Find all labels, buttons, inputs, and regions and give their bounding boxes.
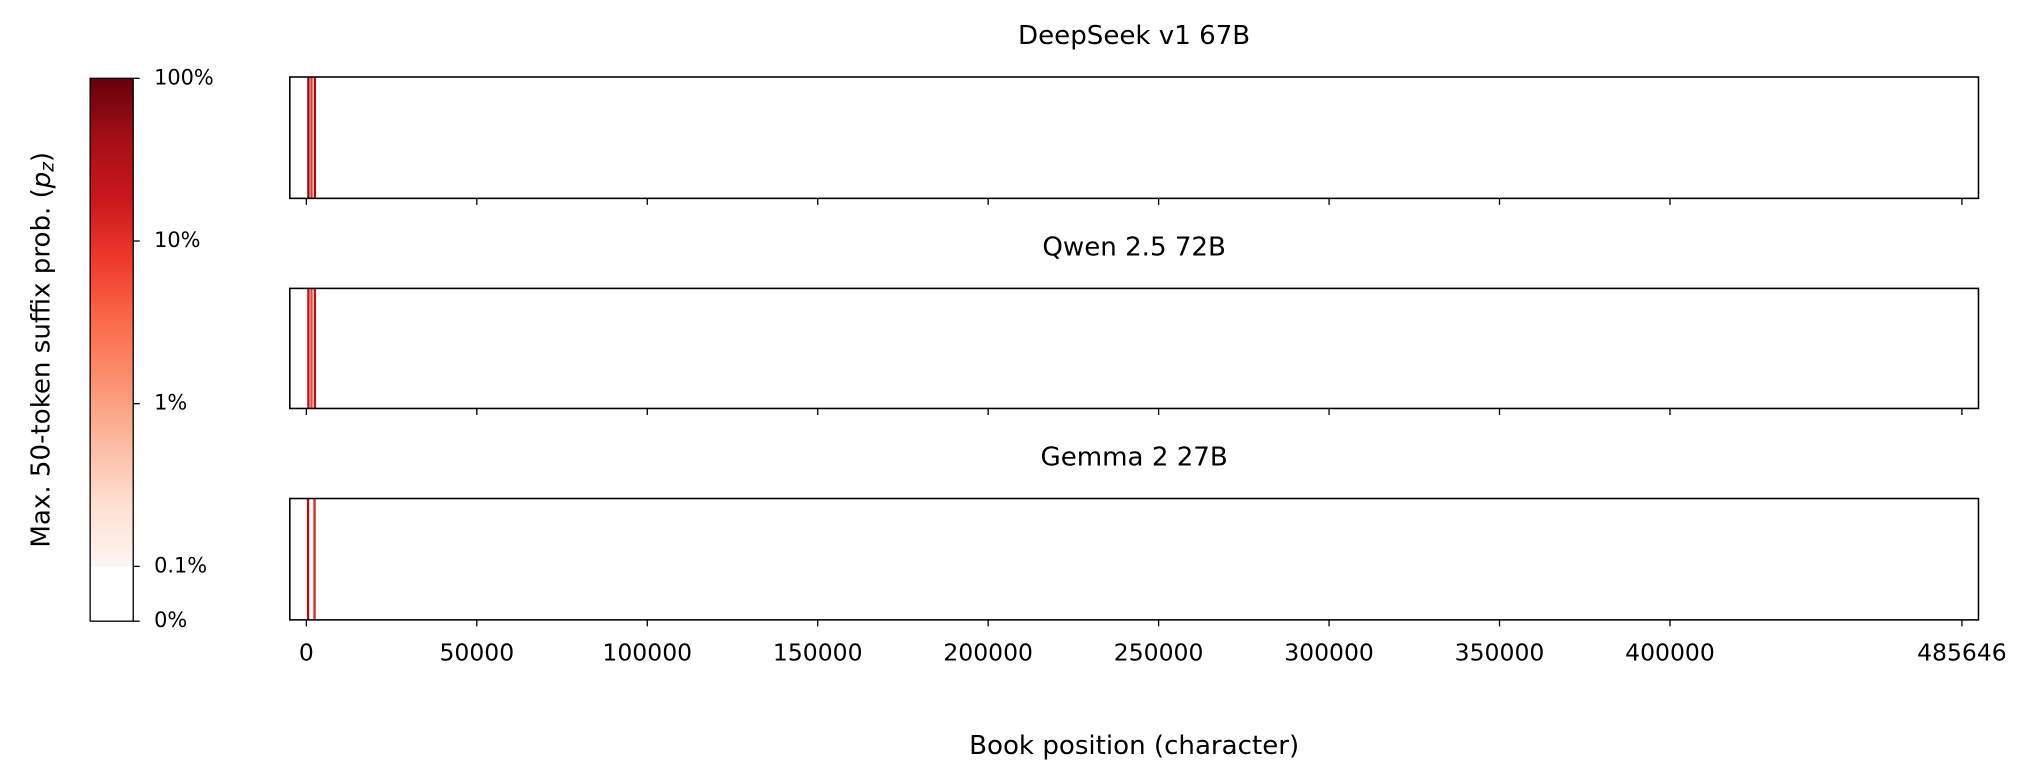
x-tick-label: 200000	[943, 638, 1033, 666]
panel-frame	[289, 497, 1980, 621]
x-tick-label: 485646	[1917, 638, 2007, 666]
colorbar-tick-label: 0.1%	[154, 553, 207, 577]
x-tick-label: 300000	[1284, 638, 1374, 666]
x-tick-label: 100000	[602, 638, 692, 666]
x-tick-label: 350000	[1455, 638, 1545, 666]
strip-mark	[307, 76, 310, 199]
strip-mark	[307, 288, 310, 409]
panel-title: DeepSeek v1 67B	[1018, 21, 1250, 51]
x-tick-label: 250000	[1114, 638, 1204, 666]
strip-mark	[306, 498, 310, 620]
colorbar-tick-label: 1%	[154, 391, 187, 415]
panel-background	[289, 288, 1979, 409]
x-tick-label: 150000	[773, 638, 863, 666]
colorbar-tick-label: 10%	[154, 228, 200, 252]
colorbar-tick-label: 100%	[154, 65, 214, 89]
x-tick-label: 50000	[439, 638, 514, 666]
x-tick-label: 0	[299, 638, 314, 666]
panel-frame	[289, 287, 1980, 410]
strip-mark	[313, 498, 316, 620]
strip-mark	[310, 76, 313, 199]
panel-title: Gemma 2 27B	[1040, 443, 1227, 473]
panel-frame	[289, 76, 1980, 200]
strip-mark	[310, 288, 313, 409]
colorbar-label: Max. 50-token suffix prob. (pz)	[26, 152, 58, 548]
strip-mark	[313, 288, 317, 409]
panel-background	[289, 498, 1979, 620]
x-axis-label: Book position (character)	[969, 731, 1299, 761]
panel-title: Qwen 2.5 72B	[1042, 232, 1226, 262]
panel-background	[289, 76, 1979, 199]
colorbar	[89, 77, 134, 622]
x-tick-label: 400000	[1625, 638, 1715, 666]
colorbar-tick-label: 0%	[154, 608, 187, 632]
strip-mark	[313, 76, 317, 199]
